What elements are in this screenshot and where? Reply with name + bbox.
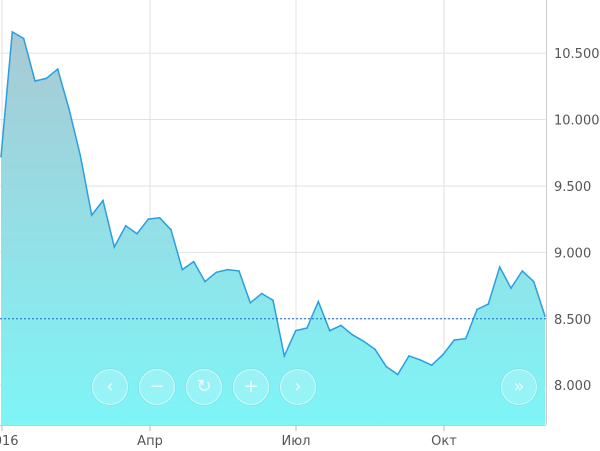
data-point [34, 80, 36, 82]
data-point [56, 68, 59, 70]
y-axis: 8.000 8.500 9.000 9.500 10.000 10.500 [554, 47, 600, 394]
data-point [215, 271, 218, 274]
data-point [317, 300, 320, 303]
data-point [124, 224, 127, 227]
data-point [158, 217, 161, 219]
data-point [362, 340, 365, 343]
data-point [442, 353, 444, 356]
data-point [147, 218, 150, 220]
data-point [408, 355, 410, 357]
data-point [238, 270, 240, 272]
data-point [260, 292, 263, 295]
reset-button[interactable]: ↻ [186, 369, 222, 405]
y-tick-label: 8.500 [554, 313, 591, 328]
data-point [544, 315, 546, 317]
x-axis: 2016 Апр Июл Окт [0, 425, 457, 449]
data-point [328, 329, 331, 332]
data-point [430, 364, 433, 367]
x-tick-label: Апр [137, 434, 163, 449]
minus-icon: − [149, 376, 165, 397]
data-point [374, 348, 376, 351]
data-point [510, 287, 512, 290]
chevron-right-icon: › [294, 376, 302, 397]
data-point [226, 268, 229, 271]
data-point [11, 31, 14, 33]
data-point [170, 228, 172, 231]
data-point [396, 373, 399, 376]
x-tick-label: 2016 [0, 434, 19, 449]
zoom-in-button[interactable]: + [233, 369, 269, 405]
y-tick-label: 10.500 [554, 47, 600, 62]
data-point [453, 339, 456, 341]
data-point [419, 359, 422, 361]
data-point [306, 327, 308, 329]
data-point [487, 303, 490, 305]
double-chevron-right-icon: » [513, 376, 525, 397]
data-point [79, 154, 82, 157]
y-tick-label: 10.000 [554, 114, 600, 129]
zoom-out-button[interactable]: − [139, 369, 175, 405]
data-point [102, 199, 104, 202]
data-point [532, 280, 535, 283]
data-point [249, 302, 252, 304]
y-tick-label: 9.500 [554, 180, 591, 195]
data-point [351, 333, 354, 336]
data-point [204, 280, 206, 283]
data-point [464, 337, 467, 340]
data-point [136, 232, 138, 235]
series-area [1, 31, 545, 426]
data-point [45, 77, 48, 80]
scroll-right-button[interactable]: › [280, 369, 316, 405]
data-point [385, 365, 388, 368]
data-point [294, 329, 297, 332]
x-tick-label: Окт [431, 434, 457, 449]
plus-icon: + [243, 376, 259, 397]
data-point [113, 246, 116, 248]
data-point [22, 37, 25, 40]
data-point [521, 270, 524, 272]
data-point [340, 324, 342, 327]
scroll-to-end-button[interactable]: » [501, 369, 537, 405]
y-tick-label: 9.000 [554, 246, 591, 261]
data-point [192, 260, 195, 263]
refresh-icon: ↻ [196, 376, 212, 397]
chevron-left-icon: ‹ [106, 376, 114, 397]
data-point [181, 268, 184, 271]
data-point [283, 355, 286, 357]
data-point [476, 308, 478, 311]
scroll-left-button[interactable]: ‹ [92, 369, 128, 405]
data-point [272, 299, 274, 301]
data-point [90, 214, 93, 216]
y-tick-label: 8.000 [554, 379, 591, 394]
data-points [0, 31, 546, 376]
data-point [498, 266, 501, 268]
data-point [68, 108, 70, 110]
data-point [0, 155, 2, 158]
x-tick-label: Июл [282, 434, 311, 449]
